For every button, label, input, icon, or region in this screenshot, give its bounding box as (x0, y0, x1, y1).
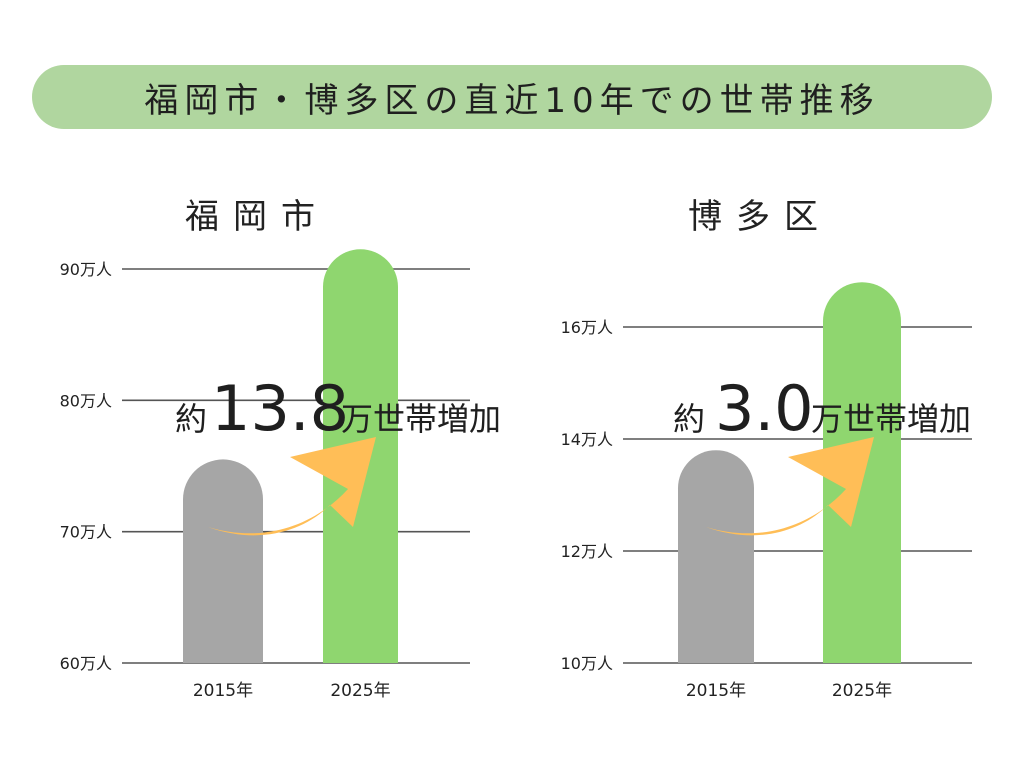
annotation-prefix: 約 (673, 400, 705, 438)
increase-arrow-icon (208, 437, 376, 536)
y-tick-label: 90万人 (60, 260, 112, 279)
y-tick-label: 16万人 (561, 318, 613, 337)
y-tick-label: 80万人 (60, 391, 112, 410)
x-tick-label: 2015年 (686, 681, 746, 701)
annotation-number: 13.8 (211, 372, 349, 445)
annotation-prefix: 約 (175, 400, 207, 438)
bar-2015 (183, 459, 263, 663)
y-tick-label: 14万人 (561, 430, 613, 449)
y-tick-label: 70万人 (60, 523, 112, 542)
x-tick-label: 2025年 (832, 681, 892, 701)
y-tick-label: 60万人 (60, 654, 112, 673)
y-tick-label: 10万人 (561, 654, 613, 673)
annotation-suffix: 万世帯増加 (341, 400, 501, 438)
x-tick-label: 2025年 (330, 681, 390, 701)
annotation-suffix: 万世帯増加 (811, 400, 971, 438)
annotation-number: 3.0 (715, 372, 814, 445)
x-tick-label: 2015年 (193, 681, 253, 701)
header-banner: 福岡市・博多区の直近10年での世帯推移 (32, 65, 992, 129)
increase-arrow-icon (706, 437, 874, 536)
page-title: 福岡市・博多区の直近10年での世帯推移 (144, 80, 880, 121)
bar-2015 (678, 450, 754, 663)
hakata-chart-title: 博多区 (688, 197, 832, 237)
fukuoka-chart-title: 福岡市 (185, 197, 329, 237)
y-tick-label: 12万人 (561, 542, 613, 561)
